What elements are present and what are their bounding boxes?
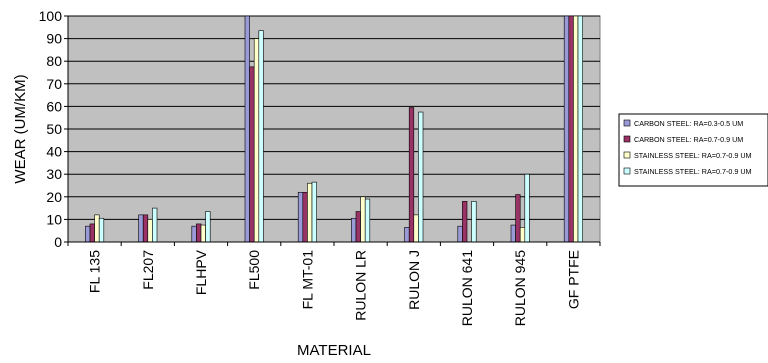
y-axis: 0 10 20 30 40 50 60 70 80 90 100 (39, 8, 69, 250)
bar-8-2 (519, 227, 526, 243)
bar-8-1 (515, 194, 521, 243)
bar-3-3 (258, 30, 264, 243)
legend-label-2: STAINLESS STEEL: RA=0.7-0.9 UM (634, 151, 752, 160)
x-tick-label: RULON 945 (512, 250, 528, 326)
bar-9-3 (577, 15, 583, 243)
y-tick-label: 50 (46, 121, 62, 137)
legend-swatch-1 (623, 135, 631, 143)
x-tick-label: FLHPV (193, 249, 209, 295)
bar-5-0 (351, 217, 357, 243)
y-tick-label: 70 (46, 76, 62, 92)
bar-7-0 (457, 225, 463, 243)
bar-2-1 (196, 223, 202, 243)
bar-3-1 (249, 66, 255, 243)
bar-5-3 (364, 198, 371, 243)
bar-5-2 (360, 196, 366, 243)
x-tick-label: RULON J (406, 250, 422, 310)
bar-0-0 (85, 225, 91, 243)
bar-0-2 (94, 214, 100, 243)
bar-6-2 (413, 214, 419, 243)
bar-6-0 (404, 227, 410, 243)
bar-1-1 (142, 214, 149, 243)
legend: CARBON STEEL: RA=0.3-0.5 UM CARBON STEEL:… (618, 113, 768, 187)
bar-2-0 (191, 225, 197, 243)
x-tick-label: FL 135 (87, 250, 103, 293)
y-tick-label: 40 (46, 144, 62, 160)
legend-box (618, 113, 768, 187)
y-tick-label: 60 (46, 98, 62, 114)
y-axis-title: WEAR (UM/KM) (12, 74, 29, 183)
x-tick-label: RULON LR (353, 250, 369, 321)
y-tick-label: 20 (46, 189, 62, 205)
x-tick-label: FL500 (246, 250, 262, 290)
bar-3-0 (244, 15, 250, 243)
y-tick-label: 30 (46, 166, 62, 182)
legend-label-1: CARBON STEEL: RA=0.7-0.9 UM (634, 135, 743, 144)
x-tick-label: GF PTFE (565, 250, 581, 309)
bar-6-3 (418, 111, 424, 243)
bar-4-2 (307, 182, 313, 243)
y-tick-label: 80 (46, 53, 62, 69)
y-tick-label: 10 (46, 211, 62, 227)
bar-6-1 (408, 107, 415, 243)
legend-label-0: CARBON STEEL: RA=0.3-0.5 UM (634, 119, 743, 128)
legend-swatch-3 (623, 167, 631, 175)
legend-swatch-0 (623, 119, 631, 127)
bar-7-3 (471, 201, 477, 243)
legend-label-3: STAINLESS STEEL: RA=0.7-0.9 UM (634, 167, 752, 176)
x-tick-label: FL207 (140, 250, 156, 290)
y-tick-label: 90 (46, 31, 62, 47)
legend-swatch-2 (623, 151, 631, 159)
bar-9-2 (573, 15, 579, 243)
bar-3-2 (253, 38, 260, 243)
bar-8-0 (510, 224, 516, 243)
bar-9-0 (563, 15, 570, 243)
bar-1-3 (152, 207, 158, 243)
x-tick-label: FL MT-01 (299, 250, 315, 310)
x-axis-title: MATERIAL (297, 342, 371, 358)
bar-0-1 (89, 223, 95, 243)
x-tick-label: RULON 641 (459, 250, 475, 326)
bar-8-3 (524, 173, 530, 243)
bar-7-1 (462, 201, 468, 243)
bars (85, 15, 583, 243)
bar-1-0 (138, 214, 144, 243)
bar-9-1 (568, 15, 574, 243)
bar-4-1 (302, 191, 308, 243)
bar-2-2 (200, 224, 206, 243)
bar-0-3 (98, 217, 105, 243)
y-tick-label: 100 (39, 8, 63, 24)
bar-2-3 (205, 211, 211, 243)
bar-4-0 (297, 191, 304, 243)
y-tick-label: 0 (54, 234, 62, 250)
bar-5-1 (355, 211, 361, 243)
bar-4-3 (311, 181, 317, 243)
x-axis: FL 135 FL207 FLHPV FL500 FL MT-01 RULON LR RUL… (67, 241, 601, 326)
bar-1-2 (147, 219, 153, 243)
